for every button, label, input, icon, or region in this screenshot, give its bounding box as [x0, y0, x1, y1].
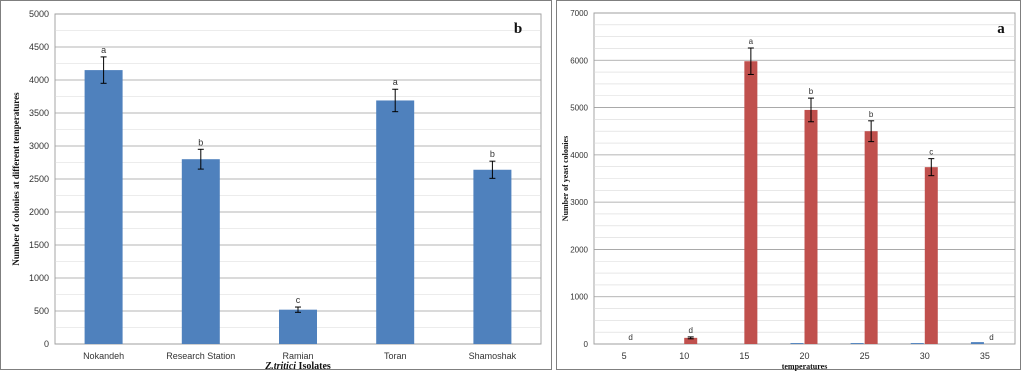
y-tick-label-a: 7000 [570, 9, 588, 18]
y-tick-label-a: 2000 [570, 245, 588, 254]
x-tick-label-a: 5 [622, 351, 627, 361]
x-tick-label-b: Shamoshak [469, 351, 517, 361]
bar-b [473, 169, 512, 344]
x-tick-label-b: Nokandeh [83, 351, 124, 361]
significance-letter-a: d [628, 333, 632, 342]
significance-letter-b: c [296, 295, 301, 305]
panel-label-b: b [514, 21, 522, 37]
significance-letter-b: a [101, 45, 106, 55]
significance-letter-b: b [198, 137, 203, 147]
bar-chart-a: 01000200030004000500060007000d5d10a15b20… [561, 9, 1016, 371]
bar-a [684, 337, 698, 344]
y-axis-title-b: Number of colonies at different temperat… [11, 92, 21, 266]
x-axis-title-italic-b: Z.tritici [264, 361, 296, 371]
significance-letter-a: a [749, 37, 754, 46]
y-tick-label-b: 1000 [29, 273, 49, 283]
x-axis-title-b: Z.tritici Isolates [264, 361, 331, 371]
bar-b [181, 159, 220, 344]
bar-a [804, 109, 818, 344]
x-tick-label-a: 15 [739, 351, 749, 361]
bar-b [376, 100, 415, 345]
x-axis-title-rest-b: Isolates [296, 361, 331, 371]
minor-bar-a [790, 343, 804, 344]
y-tick-label-b: 2000 [29, 207, 49, 217]
minor-bar-a [970, 342, 984, 344]
y-tick-label-b: 500 [34, 306, 49, 316]
y-tick-label-b: 3000 [29, 141, 49, 151]
panel-label-a: a [997, 21, 1005, 37]
bar-b [84, 70, 123, 344]
chart-panel-b: 0 500 1000 1500 2000 2500 3000 3500 4000 4500 5000… [0, 0, 552, 371]
y-tick-label-b: 4500 [29, 42, 49, 52]
x-tick-label-b: Ramian [282, 351, 313, 361]
bar-a [924, 167, 938, 344]
y-tick-label-b: 1500 [29, 240, 49, 250]
y-tick-label-b: 0 [44, 339, 49, 349]
minor-bar-a [910, 343, 924, 344]
significance-letter-a: d [688, 326, 692, 335]
chart-panel-a: 0 1000 2000 3000 4000 5000 6000 7000 d 5 d 10 a 15 b 20… [556, 0, 1021, 371]
y-tick-label-a: 3000 [570, 198, 588, 207]
y-tick-label-b: 3500 [29, 108, 49, 118]
y-tick-label-a: 1000 [570, 293, 588, 302]
significance-letter-b: b [490, 149, 495, 159]
x-tick-label-a: 25 [860, 351, 870, 361]
x-tick-label-a: 20 [799, 351, 809, 361]
x-axis-title-a: temperatures [782, 362, 828, 371]
significance-letter-a: b [809, 87, 814, 96]
y-tick-label-a: 0 [584, 340, 589, 349]
bar-a [864, 131, 878, 344]
y-tick-label-a: 5000 [570, 104, 588, 113]
y-tick-label-b: 4000 [29, 75, 49, 85]
x-tick-label-a: 10 [679, 351, 689, 361]
bar-a [744, 61, 758, 344]
bar-b [279, 309, 317, 344]
significance-letter-a: b [869, 110, 874, 119]
x-tick-label-b: Toran [384, 351, 407, 361]
x-tick-label-b: Research Station [166, 351, 235, 361]
y-tick-label-b: 5000 [29, 9, 49, 19]
x-tick-label-a: 35 [980, 351, 990, 361]
minor-bar-a [850, 343, 864, 344]
bar-chart-b: 0 500 1000 1500 2000 2500 3000 3500 4000 4500 5000… [11, 9, 542, 371]
y-tick-label-a: 6000 [570, 56, 588, 65]
y-axis-title-a: Number of yeast colonies [561, 136, 570, 221]
significance-letter-a: c [929, 148, 933, 157]
significance-letter-a: d [989, 333, 993, 342]
significance-letter-b: a [393, 77, 398, 87]
y-tick-label-a: 4000 [570, 151, 588, 160]
y-tick-label-b: 2500 [29, 174, 49, 184]
x-tick-label-a: 30 [920, 351, 930, 361]
